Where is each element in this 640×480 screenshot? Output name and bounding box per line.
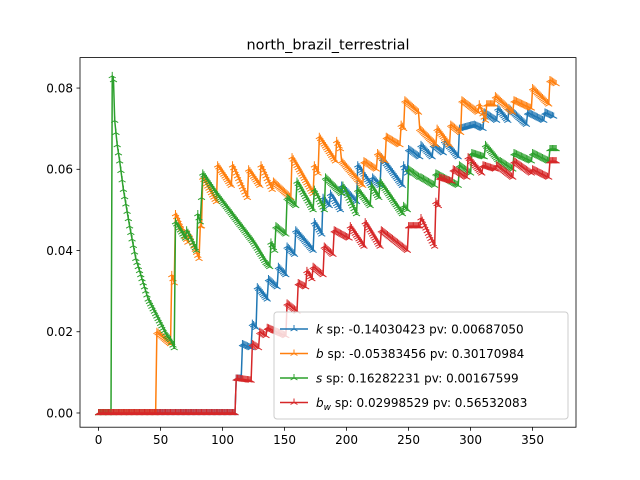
legend-item: s sp: 0.16282231 pv: 0.00167599 [280,372,519,386]
legend-symbol: k [316,323,324,337]
y-tick-label: 0.04 [46,244,73,258]
chart-title: north_brazil_terrestrial [247,38,410,54]
y-tick-label: 0.02 [46,325,73,339]
series-3 [94,153,560,416]
legend-symbol: b [316,396,324,410]
legend-subscript: w [324,403,332,413]
y-axis: 0.00 0.02 0.04 0.06 0.08 [46,81,80,420]
series-2 [94,71,560,416]
legend-box [273,311,569,420]
legend-stats: sp: -0.14030423 pv: 0.00687050 [323,323,524,337]
legend-label: k sp: -0.14030423 pv: 0.00687050 [316,323,524,337]
series-markers [94,153,560,416]
legend-marker [290,398,298,405]
legend: k sp: -0.14030423 pv: 0.00687050 b sp: -0… [273,311,569,420]
y-tick-label: 0.00 [46,406,73,420]
legend-label: b sp: -0.05383456 pv: 0.30170984 [316,347,524,361]
y-tick-label: 0.06 [46,163,73,177]
legend-label: s sp: 0.16282231 pv: 0.00167599 [316,372,519,386]
y-tick-label: 0.08 [46,81,73,95]
legend-stats: sp: 0.16282231 pv: 0.00167599 [322,372,518,386]
legend-stats: sp: -0.05383456 pv: 0.30170984 [324,347,525,361]
legend-item: k sp: -0.14030423 pv: 0.00687050 [280,323,524,337]
x-tick-label: 150 [273,433,296,447]
legend-symbol: s [316,372,322,386]
x-axis: 0 50 100 150 200 250 300 350 [95,427,544,447]
axes-frame [79,57,577,428]
x-tick-label: 200 [335,433,358,447]
x-tick-label: 300 [459,433,482,447]
legend-item: b sp: -0.05383456 pv: 0.30170984 [280,347,524,361]
legend-symbol: b [316,347,324,361]
legend-label: bw sp: 0.02998529 pv: 0.56532083 [316,396,527,413]
x-tick-label: 250 [397,433,420,447]
legend-marker [290,325,298,332]
x-tick-label: 0 [95,433,103,447]
x-tick-label: 350 [521,433,544,447]
legend-stats: sp: 0.02998529 pv: 0.56532083 [331,396,527,410]
legend-item: bw sp: 0.02998529 pv: 0.56532083 [280,396,527,413]
x-tick-label: 100 [211,433,234,447]
series-group [94,71,560,416]
x-tick-label: 50 [153,433,168,447]
legend-marker [290,374,298,381]
legend-marker [290,349,298,356]
